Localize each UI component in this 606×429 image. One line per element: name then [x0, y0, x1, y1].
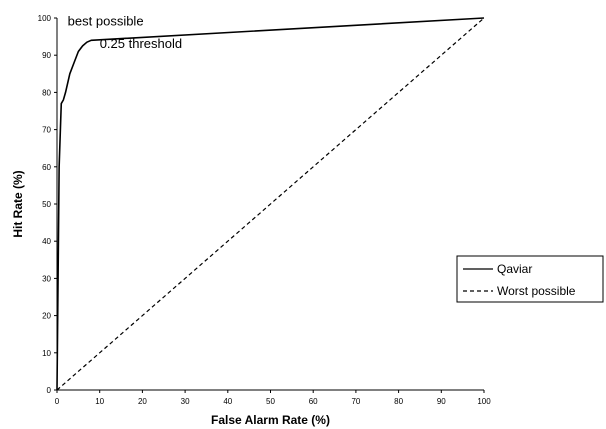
legend: Qaviar Worst possible [456, 255, 604, 303]
y-tick-label-80: 80 [42, 88, 51, 97]
legend-box [456, 255, 604, 303]
y-tick-label-30: 30 [42, 274, 51, 283]
y-tick-label-50: 50 [42, 200, 51, 209]
annotation-layer: best possible 0.25 threshold [68, 13, 182, 50]
y-ticks: 0 10 20 30 40 50 60 70 80 90 100 [38, 14, 57, 395]
y-tick-label-90: 90 [42, 51, 51, 60]
x-axis-title: False Alarm Rate (%) [211, 413, 330, 427]
x-ticks: 0 10 20 30 40 50 60 70 80 90 100 [55, 390, 491, 406]
x-tick-label-60: 60 [309, 397, 318, 406]
y-tick-label-20: 20 [42, 312, 51, 321]
y-tick-label-70: 70 [42, 126, 51, 135]
x-tick-label-90: 90 [437, 397, 446, 406]
x-tick-label-50: 50 [266, 397, 275, 406]
series-line-worst-possible [56, 17, 485, 391]
y-tick-label-40: 40 [42, 237, 51, 246]
series-line-qaviar [56, 17, 485, 391]
x-tick-label-20: 20 [138, 397, 147, 406]
series-layer [56, 17, 485, 391]
y-axis-title: Hit Rate (%) [11, 170, 25, 237]
y-tick-label-10: 10 [42, 349, 51, 358]
legend-label-worst-possible: Worst possible [497, 284, 576, 298]
annotation-0-25-threshold: 0.25 threshold [100, 36, 182, 51]
y-tick-label-100: 100 [38, 14, 52, 23]
annotation-best-possible: best possible [68, 13, 144, 28]
x-tick-label-80: 80 [394, 397, 403, 406]
legend-label-qaviar: Qaviar [497, 262, 532, 276]
y-tick-label-60: 60 [42, 163, 51, 172]
x-tick-label-100: 100 [477, 397, 491, 406]
y-tick-label-0: 0 [47, 386, 52, 395]
x-tick-label-70: 70 [351, 397, 360, 406]
plot-area: 0 10 20 30 40 50 60 70 80 90 100 0 10 20 30 40 50 60 70 80… [38, 13, 492, 406]
x-tick-label-10: 10 [95, 397, 104, 406]
x-tick-label-0: 0 [55, 397, 60, 406]
x-tick-label-30: 30 [181, 397, 190, 406]
x-tick-label-40: 40 [223, 397, 232, 406]
